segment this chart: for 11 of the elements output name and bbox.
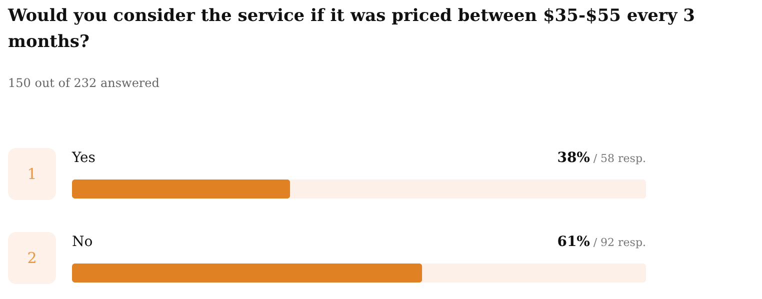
annotation: / 58 resp.	[593, 152, 646, 165]
text: Would you consider the service if it was priced between $35-$55 every 3	[8, 6, 695, 26]
data-label: 61%	[557, 234, 590, 250]
y-tick-label: Yes	[71, 150, 96, 166]
text: 2	[27, 249, 37, 267]
data-label: 38%	[557, 150, 590, 166]
text: months?	[8, 32, 90, 52]
chart-subtitle: 150 out of 232 answered	[8, 76, 160, 90]
y-tick-label: No	[72, 234, 93, 250]
annotation: / 92 resp.	[593, 236, 646, 249]
text: 1	[27, 165, 37, 183]
